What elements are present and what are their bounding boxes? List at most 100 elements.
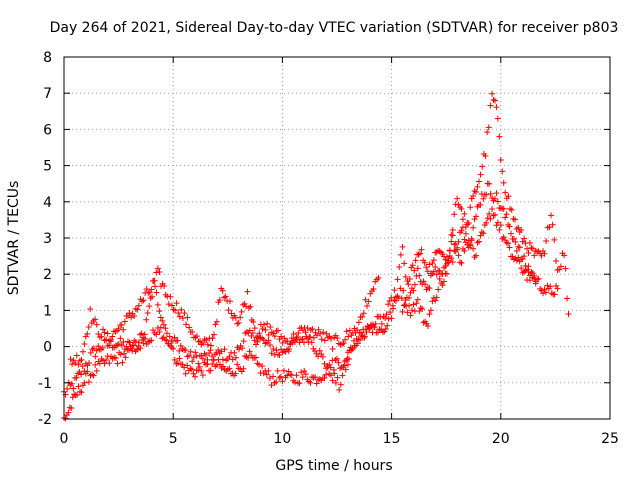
data-point [316, 347, 323, 354]
data-point [198, 367, 205, 374]
data-point [565, 311, 572, 318]
data-point [426, 285, 433, 292]
data-point [337, 365, 344, 372]
data-point [93, 367, 100, 374]
data-point [543, 238, 550, 245]
data-point [99, 344, 106, 351]
data-point [232, 370, 239, 377]
data-point [429, 298, 436, 305]
data-point [130, 342, 137, 349]
data-point [529, 270, 536, 277]
data-point [526, 277, 533, 284]
y-tick-label: -2 [38, 412, 52, 428]
data-point [148, 337, 155, 344]
data-point [224, 366, 231, 373]
data-point [522, 267, 529, 274]
data-point [324, 363, 331, 370]
data-point [451, 211, 458, 218]
series-track-a [61, 274, 382, 398]
data-point [524, 245, 531, 252]
data-point [334, 355, 340, 362]
data-point [419, 306, 426, 312]
data-point [343, 328, 350, 335]
data-point [531, 275, 538, 282]
data-point [351, 325, 358, 332]
data-point [147, 295, 154, 302]
data-point [138, 330, 145, 337]
data-point [392, 297, 399, 304]
data-point [323, 371, 330, 378]
data-point [107, 338, 114, 345]
data-point [372, 320, 379, 327]
data-point [418, 246, 425, 253]
data-point [222, 293, 229, 300]
data-point [73, 374, 80, 381]
data-point [525, 250, 532, 257]
data-point [87, 349, 94, 356]
data-point [360, 310, 367, 317]
data-point [199, 355, 206, 362]
data-point [260, 336, 267, 343]
data-point [124, 338, 131, 345]
data-point [277, 373, 284, 380]
data-point [557, 263, 564, 270]
data-point [455, 252, 462, 259]
data-point [521, 235, 528, 242]
data-point [459, 216, 466, 223]
data-point [332, 379, 339, 386]
data-point [226, 298, 233, 305]
data-point [244, 288, 251, 295]
data-point [484, 129, 491, 136]
data-point [391, 287, 398, 294]
data-point [433, 271, 440, 278]
data-point [384, 322, 391, 329]
data-point [464, 221, 471, 228]
data-point [96, 334, 103, 341]
data-point [332, 357, 339, 364]
y-tick-label: 1 [43, 303, 52, 319]
data-point [371, 324, 378, 331]
data-point [119, 359, 126, 366]
data-point [436, 267, 443, 274]
data-point [507, 230, 514, 237]
data-point [209, 335, 216, 342]
data-point [548, 290, 555, 297]
data-point [506, 244, 513, 251]
data-point [394, 276, 401, 283]
data-point [363, 329, 370, 336]
data-point [112, 355, 119, 362]
data-point [458, 205, 465, 212]
data-point [117, 351, 124, 358]
data-point [156, 328, 163, 335]
data-point [404, 309, 411, 316]
data-point [70, 357, 77, 364]
data-point [482, 152, 489, 159]
data-point [343, 357, 350, 364]
data-point [70, 385, 77, 392]
data-point [385, 315, 392, 322]
data-point [304, 325, 311, 332]
data-point [532, 278, 539, 285]
data-point [402, 273, 409, 280]
data-point [276, 352, 283, 359]
data-point [339, 372, 346, 379]
data-point [212, 321, 219, 328]
data-point [474, 239, 481, 246]
data-point [190, 354, 197, 361]
data-point [470, 193, 477, 200]
y-tick-label: 7 [43, 86, 52, 102]
data-point [365, 298, 372, 305]
data-point [165, 301, 172, 308]
data-point [151, 277, 158, 284]
data-point [159, 335, 166, 342]
data-point [112, 328, 119, 335]
data-point [93, 347, 100, 354]
data-point [92, 316, 99, 323]
data-point [254, 338, 261, 345]
data-point [326, 370, 333, 377]
data-point [79, 348, 86, 355]
data-point [166, 333, 173, 340]
data-point [215, 346, 222, 353]
data-point [81, 379, 88, 386]
data-point [144, 309, 151, 316]
